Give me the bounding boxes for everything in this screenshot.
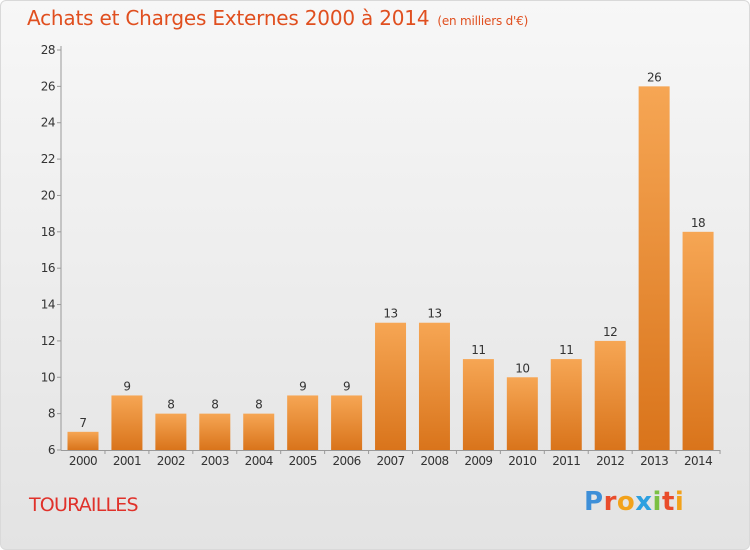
y-tick-label: 6 (48, 443, 55, 457)
logo-letter: x (635, 487, 653, 517)
y-tick-label: 10 (41, 370, 55, 384)
bar-value-label: 8 (211, 398, 218, 412)
y-tick-label: 14 (41, 298, 55, 312)
bar-value-label: 12 (603, 325, 617, 339)
bar-value-label: 9 (343, 379, 350, 393)
bar (243, 413, 275, 450)
bar (550, 359, 582, 450)
bar-value-label: 8 (167, 398, 174, 412)
bar-value-label: 11 (471, 343, 485, 357)
x-tick-label: 2004 (245, 454, 273, 468)
y-tick-label: 24 (41, 116, 55, 130)
bar-value-label: 7 (79, 416, 86, 430)
chart-title: Achats et Charges Externes 2000 à 2014 (e… (27, 6, 528, 30)
logo-letter: t (661, 487, 675, 517)
bar (506, 377, 538, 450)
bar-value-label: 9 (123, 379, 130, 393)
y-tick-label: 8 (48, 407, 55, 421)
y-tick-label: 28 (41, 43, 55, 57)
bar (638, 86, 670, 450)
chart-labels: 7 2000 9 2001 8 2002 8 2003 8 2004 9 2005 9 2006 13 200… (69, 70, 713, 468)
bar (111, 395, 143, 450)
bar (418, 322, 450, 450)
bar-value-label: 9 (299, 379, 306, 393)
bar-value-label: 13 (383, 307, 397, 321)
x-tick-label: 2013 (640, 454, 668, 468)
bar (331, 395, 363, 450)
x-tick-label: 2001 (113, 454, 141, 468)
chart-bars (67, 86, 714, 450)
proxiti-logo: Proxiti (584, 487, 684, 517)
x-tick-label: 2005 (289, 454, 317, 468)
x-tick-label: 2003 (201, 454, 229, 468)
bar-value-label: 13 (427, 307, 441, 321)
unit-label: (en milliers d'€) (437, 14, 529, 28)
logo-letter: r (603, 487, 617, 517)
logo-letter: o (616, 487, 636, 517)
bar-value-label: 26 (647, 70, 661, 84)
logo-letter: P (584, 487, 604, 517)
bar (67, 431, 99, 450)
y-tick-label: 22 (41, 152, 55, 166)
y-tick-label: 12 (41, 334, 55, 348)
bar-value-label: 18 (691, 216, 705, 230)
x-tick-label: 2006 (333, 454, 361, 468)
bar-value-label: 10 (515, 361, 529, 375)
bar (287, 395, 319, 450)
bar (375, 322, 407, 450)
x-tick-label: 2010 (508, 454, 536, 468)
bar-value-label: 11 (559, 343, 573, 357)
y-tick-label: 18 (41, 225, 55, 239)
y-tick-label: 16 (41, 261, 55, 275)
x-tick-label: 2002 (157, 454, 185, 468)
bar (682, 231, 714, 450)
x-tick-label: 2014 (684, 454, 712, 468)
bar (155, 413, 187, 450)
x-tick-label: 2007 (376, 454, 404, 468)
y-tick-label: 26 (41, 79, 55, 93)
bar (199, 413, 231, 450)
x-tick-label: 2009 (464, 454, 492, 468)
bar (594, 340, 626, 450)
x-tick-label: 2000 (69, 454, 97, 468)
x-tick-label: 2011 (552, 454, 580, 468)
logo-letter: i (652, 487, 662, 517)
logo-letter: i (674, 487, 685, 517)
title-text: Achats et Charges Externes 2000 à 2014 (27, 6, 430, 30)
x-tick-label: 2012 (596, 454, 624, 468)
place-name: TOURAILLES (29, 494, 139, 516)
bar (462, 359, 494, 450)
y-tick-label: 20 (41, 188, 55, 202)
chart-axes: 6 8 10 12 14 16 18 20 22 24 26 28 (41, 43, 721, 457)
bar-value-label: 8 (255, 398, 262, 412)
x-tick-label: 2008 (420, 454, 448, 468)
